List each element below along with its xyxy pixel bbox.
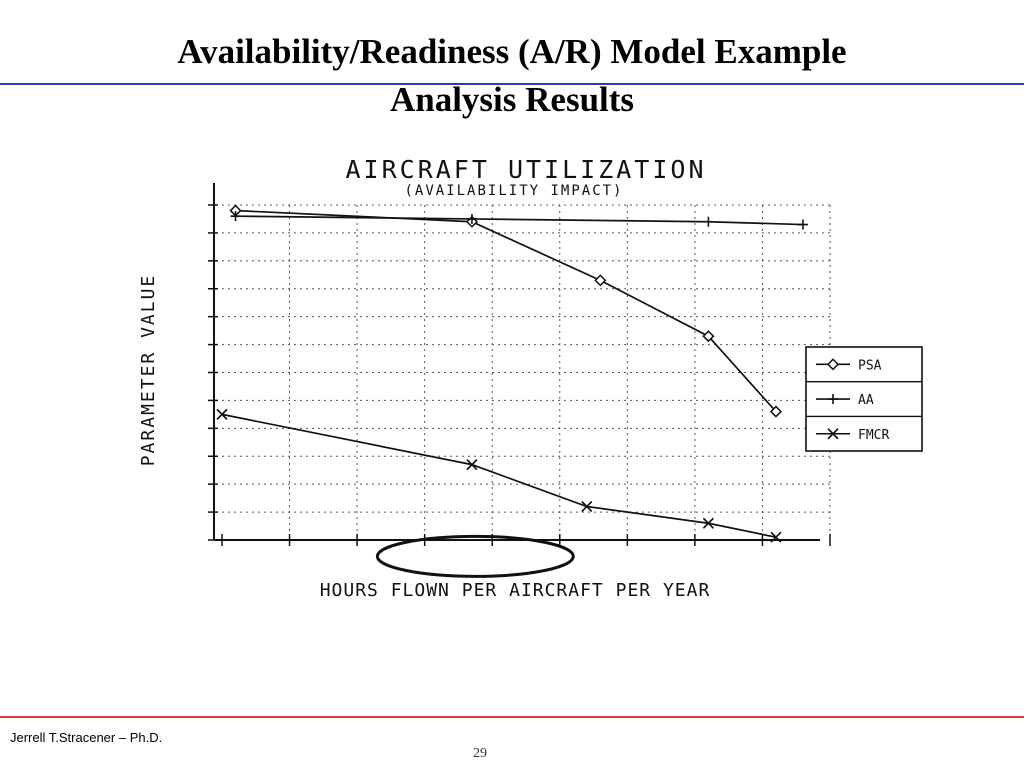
data-point-fmcr bbox=[702, 517, 714, 529]
hand-drawn-circle-annotation bbox=[375, 534, 575, 578]
data-point-aa bbox=[703, 216, 714, 227]
data-point-aa bbox=[797, 219, 808, 230]
data-point-psa bbox=[702, 330, 715, 343]
legend-label-fmcr: FMCR bbox=[858, 428, 889, 443]
plot-grid bbox=[222, 204, 831, 540]
chart-title: AIRCRAFT UTILIZATION bbox=[345, 155, 706, 184]
series-line-aa bbox=[235, 215, 804, 226]
utilization-chart: AIRCRAFT UTILIZATION (AVAILABILITY IMPAC… bbox=[138, 155, 923, 601]
plot-axes bbox=[208, 183, 831, 546]
data-point-fmcr bbox=[770, 531, 782, 543]
series-line-psa bbox=[235, 209, 777, 413]
legend-label-psa: PSA bbox=[858, 358, 882, 373]
slide-title-line1: Availability/Readiness (A/R) Model Examp… bbox=[177, 32, 847, 71]
data-point-psa bbox=[769, 405, 783, 418]
y-axis-label: PARAMETER VALUE bbox=[138, 274, 159, 467]
x-axis-label: HOURS FLOWN PER AIRCRAFT PER YEAR bbox=[320, 580, 711, 601]
data-point-aa bbox=[466, 213, 477, 224]
data-point-psa bbox=[594, 274, 607, 287]
page-number: 29 bbox=[473, 746, 487, 761]
slide-title: Availability/Readiness (A/R) Model Examp… bbox=[0, 28, 1024, 124]
chart-legend: PSA AA FMCR bbox=[805, 346, 923, 452]
footer-divider bbox=[0, 716, 1024, 718]
plot-series bbox=[216, 204, 808, 543]
legend-marker-psa bbox=[826, 358, 840, 371]
data-point-aa bbox=[230, 211, 241, 222]
data-point-fmcr bbox=[581, 500, 593, 513]
data-point-fmcr bbox=[216, 408, 228, 420]
series-line-fmcr bbox=[221, 413, 777, 539]
title-divider bbox=[0, 83, 1024, 85]
legend-marker-aa bbox=[828, 394, 838, 405]
data-point-fmcr bbox=[466, 459, 478, 471]
footer-author: Jerrell T.Stracener – Ph.D. bbox=[10, 730, 163, 745]
legend-label-aa: AA bbox=[858, 393, 874, 408]
slide-title-line2: Analysis Results bbox=[389, 80, 635, 119]
legend-marker-fmcr bbox=[827, 428, 839, 440]
chart-subtitle: (AVAILABILITY IMPACT) bbox=[404, 183, 623, 199]
